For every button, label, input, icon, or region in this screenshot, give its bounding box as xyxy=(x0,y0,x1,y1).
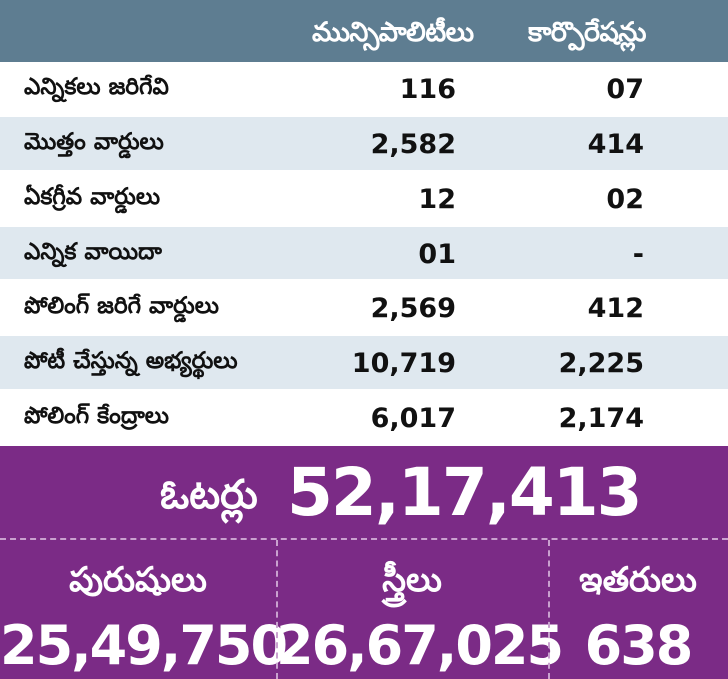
total-voters: ఓటర్లు 52,17,413 xyxy=(0,446,728,538)
men-value: 25,49,750 xyxy=(0,614,288,677)
table-row: ఎన్నిక వాయిదా 01 - xyxy=(0,226,728,282)
corporations-value: 2,225 xyxy=(558,348,644,380)
men-label: పురుషులు xyxy=(69,560,207,600)
table-row: ఎన్నికలు జరిగేవి 116 07 xyxy=(0,62,728,117)
election-stats-table: మున్సిపాలిటీలు కార్పొరేషన్లు ఎన్నికలు జర… xyxy=(0,0,728,446)
corporations-value: 414 xyxy=(587,128,644,160)
corporations-value: 07 xyxy=(606,74,644,105)
table-header: మున్సిపాలిటీలు కార్పొరేషన్లు xyxy=(0,0,728,62)
col-header-municipalities: మున్సిపాలిటీలు xyxy=(312,17,474,48)
row-label: ఎన్నికలు జరిగేవి xyxy=(24,74,169,100)
divider xyxy=(548,540,550,679)
divider xyxy=(0,538,728,540)
men-voters: పురుషులు 25,49,750 xyxy=(0,540,288,679)
row-label: ఎన్నిక వాయిదా xyxy=(24,238,162,265)
divider xyxy=(276,540,278,679)
row-label: మొత్తం వార్డులు xyxy=(24,128,164,155)
row-label: ఏకగ్రీవ వార్డులు xyxy=(24,183,161,210)
voters-panel: ఓటర్లు 52,17,413 పురుషులు 25,49,750 స్త్… xyxy=(0,446,728,679)
municipalities-value: 116 xyxy=(399,74,456,105)
row-label: పోటీ చేస్తున్న అభ్యర్థులు xyxy=(24,348,238,375)
women-label: స్త్రీలు xyxy=(382,560,442,600)
corporations-value: 2,174 xyxy=(558,403,644,435)
row-label: పోలింగ్ జరిగే వార్డులు xyxy=(24,293,220,320)
municipalities-value: 6,017 xyxy=(370,403,456,435)
table-row: మొత్తం వార్డులు 2,582 414 xyxy=(0,116,728,172)
others-label: ఇతరులు xyxy=(579,560,697,600)
table-row: పోలింగ్ జరిగే వార్డులు 2,569 412 xyxy=(0,281,728,337)
municipalities-value: 12 xyxy=(418,183,456,215)
voters-label: ఓటర్లు xyxy=(160,472,258,518)
corporations-value: 02 xyxy=(606,183,644,215)
table-row: పోలింగ్ కేంద్రాలు 6,017 2,174 xyxy=(0,391,728,446)
others-value: 638 xyxy=(584,614,694,677)
municipalities-value: 01 xyxy=(418,238,456,270)
table-row: ఏకగ్రీవ వార్డులు 12 02 xyxy=(0,171,728,227)
women-voters: స్త్రీలు 26,67,025 xyxy=(276,540,564,679)
voters-total: 52,17,413 xyxy=(287,454,643,531)
corporations-value: - xyxy=(632,238,644,270)
row-label: పోలింగ్ కేంద్రాలు xyxy=(24,403,170,430)
municipalities-value: 2,569 xyxy=(370,293,456,325)
corporations-value: 412 xyxy=(587,293,644,325)
municipalities-value: 2,582 xyxy=(370,128,456,160)
municipalities-value: 10,719 xyxy=(351,348,456,380)
table-row: పోటీ చేస్తున్న అభ్యర్థులు 10,719 2,225 xyxy=(0,336,728,392)
col-header-corporations: కార్పొరేషన్లు xyxy=(528,17,647,48)
others-voters: ఇతరులు 638 xyxy=(548,540,728,679)
women-value: 26,67,025 xyxy=(276,614,564,677)
